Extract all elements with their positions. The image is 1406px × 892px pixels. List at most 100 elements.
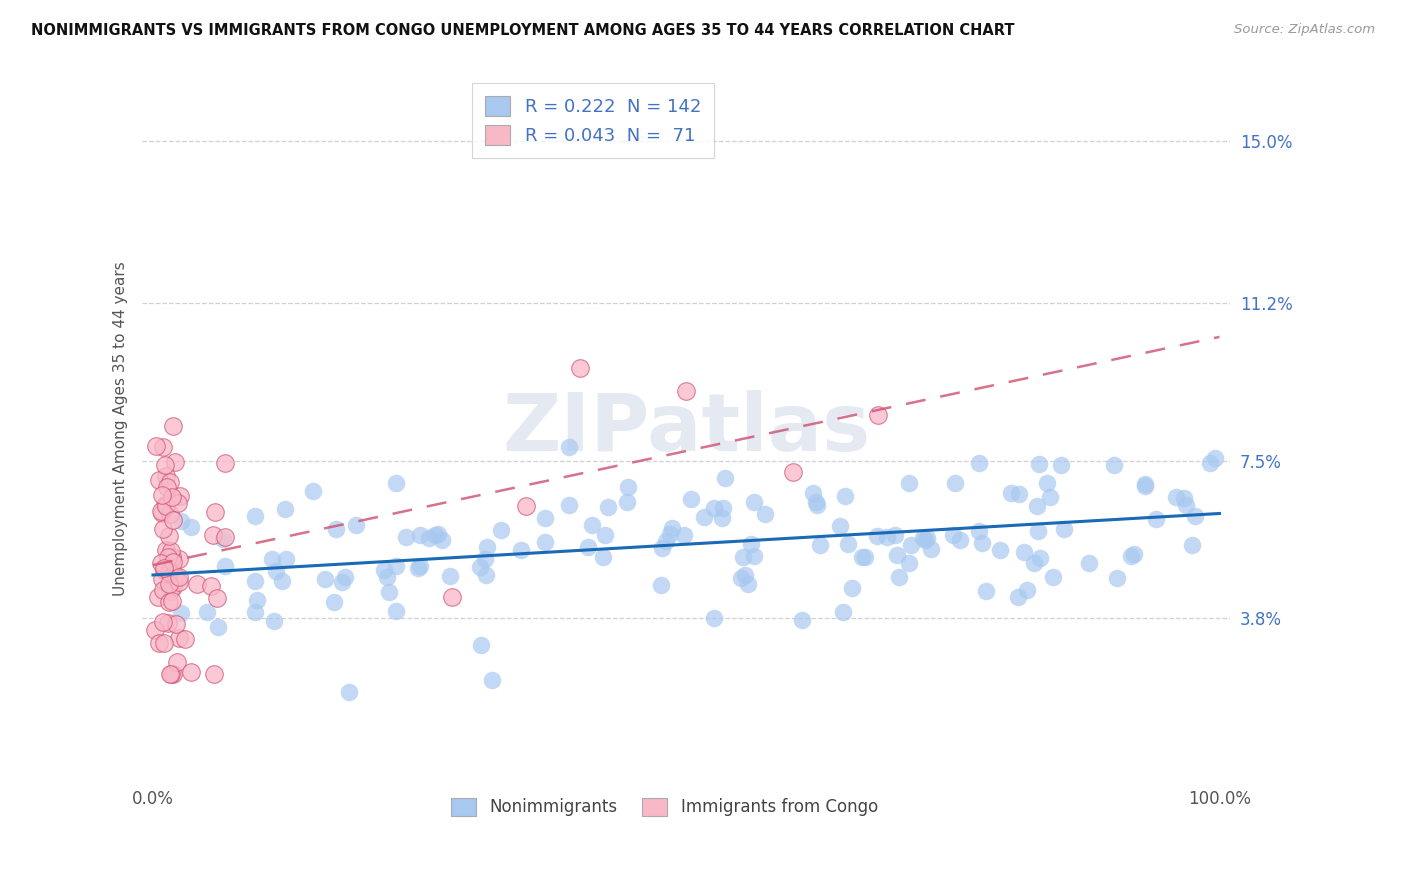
Point: [243, 509, 266, 524]
Point: [150, 506, 173, 520]
Point: [274, 552, 297, 566]
Point: [967, 456, 990, 470]
Point: [325, 522, 347, 536]
Point: [1036, 476, 1059, 491]
Point: [155, 498, 177, 512]
Point: [245, 605, 267, 619]
Point: [378, 584, 401, 599]
Point: [808, 538, 831, 552]
Point: [149, 504, 172, 518]
Point: [153, 458, 176, 472]
Point: [314, 572, 336, 586]
Point: [801, 485, 824, 500]
Point: [1198, 456, 1220, 470]
Point: [430, 533, 453, 547]
Point: [167, 552, 190, 566]
Point: [1017, 582, 1039, 597]
Point: [1000, 486, 1022, 500]
Point: [323, 595, 346, 609]
Point: [510, 543, 533, 558]
Point: [167, 496, 190, 510]
Point: [734, 567, 756, 582]
Point: [713, 471, 735, 485]
Text: NONIMMIGRANTS VS IMMIGRANTS FROM CONGO UNEMPLOYMENT AMONG AGES 35 TO 44 YEARS CO: NONIMMIGRANTS VS IMMIGRANTS FROM CONGO U…: [31, 23, 1015, 38]
Point: [1102, 458, 1125, 472]
Point: [157, 577, 180, 591]
Point: [915, 531, 938, 545]
Point: [481, 673, 503, 687]
Point: [1119, 549, 1142, 564]
Point: [832, 605, 855, 619]
Point: [920, 541, 942, 556]
Point: [330, 574, 353, 589]
Point: [152, 615, 174, 630]
Point: [853, 550, 876, 565]
Point: [1181, 538, 1204, 552]
Legend: Nonimmigrants, Immigrants from Congo: Nonimmigrants, Immigrants from Congo: [443, 789, 886, 825]
Point: [733, 549, 755, 564]
Point: [617, 480, 640, 494]
Point: [162, 513, 184, 527]
Point: [1173, 491, 1195, 505]
Point: [384, 476, 406, 491]
Point: [166, 655, 188, 669]
Point: [1175, 498, 1198, 512]
Point: [339, 685, 361, 699]
Point: [834, 489, 856, 503]
Point: [160, 543, 183, 558]
Point: [1133, 478, 1156, 492]
Point: [170, 514, 193, 528]
Point: [157, 566, 180, 580]
Point: [149, 556, 172, 570]
Point: [886, 548, 908, 562]
Point: [898, 556, 921, 570]
Point: [160, 594, 183, 608]
Point: [475, 568, 498, 582]
Point: [162, 556, 184, 570]
Point: [155, 500, 177, 514]
Point: [202, 528, 225, 542]
Point: [157, 595, 180, 609]
Point: [170, 607, 193, 621]
Point: [153, 563, 176, 577]
Point: [1107, 571, 1129, 585]
Point: [162, 566, 184, 580]
Point: [898, 476, 921, 491]
Point: [385, 604, 408, 618]
Point: [395, 530, 418, 544]
Point: [155, 469, 177, 483]
Point: [156, 549, 179, 564]
Point: [159, 475, 181, 490]
Point: [214, 559, 236, 574]
Point: [186, 577, 208, 591]
Point: [344, 517, 367, 532]
Point: [157, 528, 180, 542]
Point: [515, 499, 537, 513]
Point: [165, 570, 187, 584]
Point: [263, 614, 285, 628]
Point: [159, 666, 181, 681]
Point: [568, 360, 591, 375]
Point: [828, 519, 851, 533]
Point: [661, 521, 683, 535]
Point: [941, 528, 963, 542]
Point: [153, 561, 176, 575]
Point: [152, 522, 174, 536]
Point: [1184, 508, 1206, 523]
Point: [409, 527, 432, 541]
Point: [1008, 487, 1031, 501]
Point: [616, 494, 638, 508]
Point: [837, 536, 859, 550]
Point: [1077, 556, 1099, 570]
Point: [742, 495, 765, 509]
Point: [262, 552, 284, 566]
Point: [180, 665, 202, 679]
Point: [163, 455, 186, 469]
Text: Source: ZipAtlas.com: Source: ZipAtlas.com: [1234, 23, 1375, 37]
Point: [162, 666, 184, 681]
Point: [427, 527, 450, 541]
Point: [1039, 490, 1062, 504]
Point: [581, 517, 603, 532]
Point: [576, 540, 599, 554]
Point: [988, 543, 1011, 558]
